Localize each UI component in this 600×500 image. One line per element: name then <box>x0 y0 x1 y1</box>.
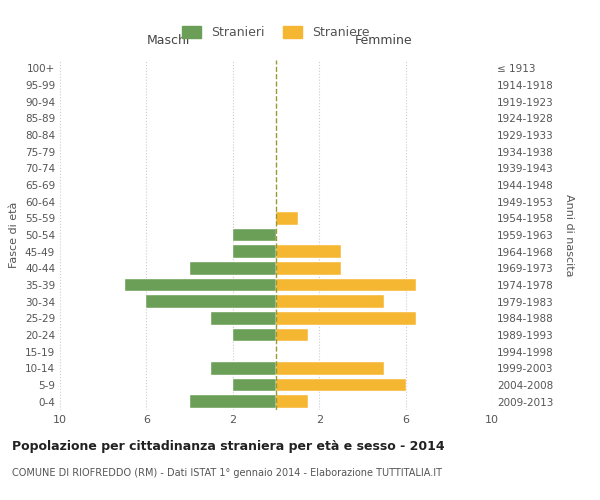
Bar <box>146 296 276 308</box>
Bar <box>125 279 276 291</box>
Bar <box>276 312 416 324</box>
Text: COMUNE DI RIOFREDDO (RM) - Dati ISTAT 1° gennaio 2014 - Elaborazione TUTTITALIA.: COMUNE DI RIOFREDDO (RM) - Dati ISTAT 1°… <box>12 468 442 477</box>
Bar <box>233 246 276 258</box>
Bar <box>276 296 384 308</box>
Bar <box>276 262 341 274</box>
Text: Popolazione per cittadinanza straniera per età e sesso - 2014: Popolazione per cittadinanza straniera p… <box>12 440 445 453</box>
Bar <box>190 396 276 408</box>
Text: Maschi: Maschi <box>146 34 190 46</box>
Bar <box>276 329 308 341</box>
Bar <box>233 379 276 391</box>
Bar <box>276 246 341 258</box>
Y-axis label: Anni di nascita: Anni di nascita <box>565 194 574 276</box>
Bar <box>233 229 276 241</box>
Bar <box>233 329 276 341</box>
Bar <box>211 312 276 324</box>
Bar <box>190 262 276 274</box>
Bar <box>276 212 298 224</box>
Bar <box>276 279 416 291</box>
Bar <box>276 379 406 391</box>
Y-axis label: Fasce di età: Fasce di età <box>10 202 19 268</box>
Text: Femmine: Femmine <box>355 34 413 46</box>
Bar <box>211 362 276 374</box>
Legend: Stranieri, Straniere: Stranieri, Straniere <box>178 21 374 44</box>
Bar <box>276 362 384 374</box>
Bar <box>276 396 308 408</box>
